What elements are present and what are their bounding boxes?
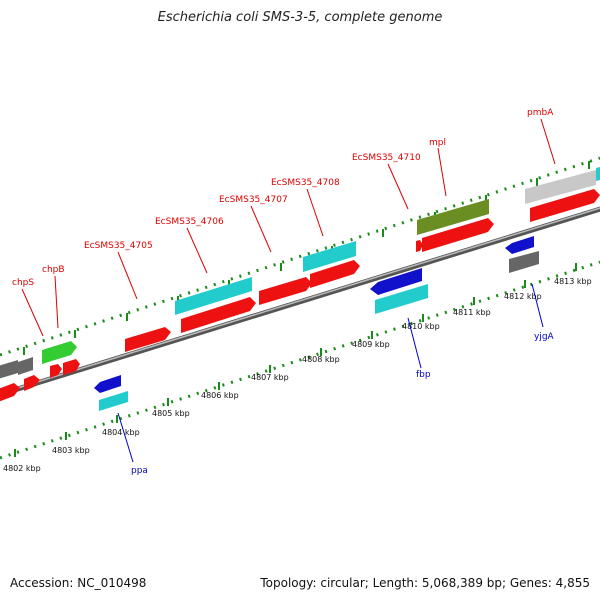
- gene-cyan-right-edge[interactable]: [596, 167, 600, 181]
- label-fbp: fbp: [416, 370, 431, 380]
- gene-ppa[interactable]: [99, 391, 128, 411]
- lower-major-ticks: [14, 263, 577, 457]
- gene-ecsms35-4707[interactable]: [259, 277, 312, 305]
- lower-tick-track: [0, 260, 600, 460]
- topology-summary: Topology: circular; Length: 5,068,389 bp…: [260, 576, 590, 590]
- gene-ecsms35-4706[interactable]: [175, 277, 252, 315]
- upper-tick-track: [0, 156, 600, 357]
- accession-text: Accession: NC_010498: [10, 576, 147, 590]
- gene-blue-ppa-upper[interactable]: [94, 375, 121, 393]
- scale-label-4808: 4808 kbp: [302, 355, 340, 364]
- gene-chpB[interactable]: [42, 341, 77, 364]
- scale-label-4810: 4810 kbp: [402, 322, 440, 331]
- scale-label-4811: 4811 kbp: [453, 308, 491, 317]
- label-ecsms35-4707: EcSMS35_4707: [219, 195, 288, 205]
- label-chpB: chpB: [42, 265, 65, 275]
- gene-ecsms35-4706-red[interactable]: [181, 297, 256, 333]
- map-title: Escherichia coli SMS-3-5, complete genom…: [157, 10, 443, 25]
- scale-label-4813: 4813 kbp: [554, 277, 592, 286]
- gene-yjgA-gray[interactable]: [509, 251, 539, 273]
- scale-label-4806: 4806 kbp: [201, 391, 239, 400]
- label-ecsms35-4708: EcSMS35_4708: [271, 178, 340, 188]
- label-pmbA: pmbA: [527, 108, 554, 118]
- gene-mpl[interactable]: [422, 218, 494, 252]
- gene-chpS[interactable]: [50, 364, 62, 378]
- label-ecsms35-4705: EcSMS35_4705: [84, 241, 153, 251]
- gene-mpl-olive[interactable]: [417, 199, 489, 235]
- gene-pmbA-red[interactable]: [530, 189, 600, 222]
- gene-ecsms35-4710[interactable]: [416, 240, 423, 252]
- scale-label-4802: 4802 kbp: [3, 464, 41, 473]
- scale-label-4804: 4804 kbp: [102, 428, 140, 437]
- gene-labels: chpS chpB EcSMS35_4705 EcSMS35_4706 EcSM…: [12, 108, 555, 476]
- scale-labels: 4802 kbp 4803 kbp 4804 kbp 4805 kbp 4806…: [3, 277, 592, 473]
- label-yjgA: yjgA: [534, 332, 555, 342]
- gene-pmbA[interactable]: [525, 170, 596, 204]
- gene-ecsms35-4708[interactable]: [303, 241, 356, 272]
- scale-label-4809: 4809 kbp: [352, 340, 390, 349]
- label-chpS: chpS: [12, 278, 34, 288]
- gene-yjgA[interactable]: [505, 236, 534, 254]
- scale-label-4807: 4807 kbp: [251, 373, 289, 382]
- gene-ecsms35-4708-red[interactable]: [310, 260, 360, 288]
- gene-chpB-red[interactable]: [63, 359, 80, 375]
- gene-fbp-cyan[interactable]: [375, 284, 428, 314]
- gene-gray-left[interactable]: [0, 357, 33, 379]
- gene-red-left[interactable]: [0, 375, 40, 402]
- scale-label-4803: 4803 kbp: [52, 446, 90, 455]
- gene-fbp[interactable]: [370, 268, 422, 295]
- label-mpl: mpl: [429, 138, 446, 148]
- genome-backbone: [0, 206, 600, 398]
- label-ecsms35-4710: EcSMS35_4710: [352, 153, 421, 163]
- label-ppa: ppa: [131, 466, 148, 476]
- scale-label-4812: 4812 kbp: [504, 292, 542, 301]
- label-ecsms35-4706: EcSMS35_4706: [155, 217, 224, 227]
- label-leader-lines: [21, 118, 556, 463]
- gene-ecsms35-4705[interactable]: [125, 327, 171, 352]
- scale-label-4805: 4805 kbp: [152, 409, 190, 418]
